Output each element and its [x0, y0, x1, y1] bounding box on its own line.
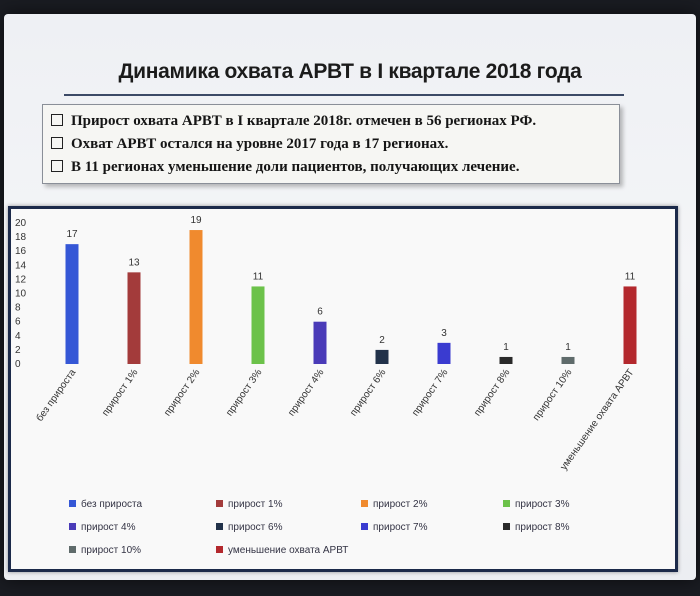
bar-10 [623, 286, 637, 364]
legend-label: прирост 3% [515, 499, 570, 510]
category-label: без прироста [34, 366, 79, 423]
category-label: прирост 10% [531, 367, 575, 423]
y-tick-label: 6 [15, 317, 21, 328]
legend-label: уменьшение охвата АРВТ [228, 545, 349, 556]
data-label: 6 [317, 307, 323, 318]
bar-3 [189, 230, 203, 364]
legend-label: прирост 2% [373, 499, 428, 510]
legend-entry: уменьшение охвата АРВТ [216, 545, 348, 556]
y-tick-label: 2 [15, 345, 21, 356]
legend-label: прирост 8% [515, 522, 570, 533]
legend-entry: без прироста [69, 499, 142, 510]
y-tick-label: 18 [15, 232, 27, 243]
checkbox-icon [51, 137, 63, 149]
bullet-text: В 11 регионах уменьшение доли пациентов,… [71, 159, 520, 175]
category-label: прирост 8% [472, 367, 512, 418]
projector-screen: Динамика охвата АРВТ в I квартале 2018 г… [4, 14, 696, 580]
bar-6 [375, 349, 389, 364]
bar-1 [65, 244, 79, 364]
y-tick-label: 8 [15, 303, 21, 314]
legend-entry: прирост 1% [216, 499, 283, 510]
y-tick-label: 14 [15, 260, 27, 271]
y-tick-label: 4 [15, 331, 21, 342]
data-label: 17 [66, 229, 78, 240]
bullet-item-2: Охват АРВТ остался на уровне 2017 года в… [51, 136, 448, 153]
legend-entry: прирост 7% [361, 522, 428, 533]
checkbox-icon [51, 114, 63, 126]
data-label: 2 [379, 335, 385, 346]
y-tick-label: 12 [15, 274, 27, 285]
bullet-item-3: В 11 регионах уменьшение доли пациентов,… [51, 159, 519, 176]
legend-swatch [69, 500, 76, 507]
legend-label: прирост 4% [81, 522, 136, 533]
data-label: 1 [503, 342, 509, 353]
legend-entry: прирост 8% [503, 522, 570, 533]
y-tick-label: 10 [15, 289, 27, 300]
bullet-text: Охват АРВТ остался на уровне 2017 года в… [71, 136, 449, 152]
legend-label: прирост 10% [81, 545, 142, 556]
bullet-item-1: Прирост охвата АРВТ в I квартале 2018г. … [51, 113, 536, 130]
legend-entry: прирост 4% [69, 522, 136, 533]
category-label: прирост 6% [348, 367, 388, 418]
data-label: 3 [441, 328, 447, 339]
data-label: 11 [625, 271, 636, 282]
category-label: прирост 7% [410, 367, 450, 418]
data-label: 1 [565, 342, 571, 353]
chart-frame: 0 2 4 6 8 10 12 14 16 18 20 17 без прироста 13 прирост… [8, 206, 678, 572]
legend-entry: прирост 10% [69, 545, 141, 556]
data-label: 13 [128, 257, 140, 268]
category-label: прирост 1% [100, 367, 140, 418]
slide-title: Динамика охвата АРВТ в I квартале 2018 г… [118, 60, 582, 83]
legend-label: прирост 1% [228, 499, 283, 510]
legend-swatch [361, 523, 368, 530]
legend-label: прирост 6% [228, 522, 283, 533]
legend-swatch [503, 523, 510, 530]
legend-label: прирост 7% [373, 522, 428, 533]
legend-swatch [69, 546, 76, 553]
legend-swatch [216, 500, 223, 507]
legend-entry: прирост 6% [216, 522, 283, 533]
legend-swatch [361, 500, 368, 507]
checkbox-icon [51, 160, 63, 172]
bullet-text: Прирост охвата АРВТ в I квартале 2018г. … [71, 113, 537, 129]
bar-2 [127, 272, 141, 364]
bar-4 [251, 286, 265, 364]
legend-swatch [503, 500, 510, 507]
category-label: прирост 2% [162, 367, 202, 418]
bar-7 [437, 342, 451, 364]
category-label: прирост 3% [224, 367, 264, 418]
y-tick-label: 16 [15, 246, 27, 257]
legend-entry: прирост 2% [361, 499, 428, 510]
bar-9 [561, 356, 575, 364]
legend-swatch [216, 546, 223, 553]
y-tick-label: 0 [15, 359, 21, 370]
data-label: 19 [190, 215, 202, 226]
legend-label: без прироста [81, 499, 143, 510]
bar-8 [499, 356, 513, 364]
category-label: уменьшение охвата АРВТ [558, 367, 636, 472]
y-tick-label: 20 [15, 218, 27, 229]
title-underline [64, 94, 624, 96]
legend-swatch [69, 523, 76, 530]
bullet-box: Прирост охвата АРВТ в I квартале 2018г. … [42, 104, 620, 184]
legend-swatch [216, 523, 223, 530]
category-label: прирост 4% [286, 367, 326, 418]
data-label: 11 [253, 271, 264, 282]
legend-entry: прирост 3% [503, 499, 570, 510]
bar-5 [313, 321, 327, 364]
